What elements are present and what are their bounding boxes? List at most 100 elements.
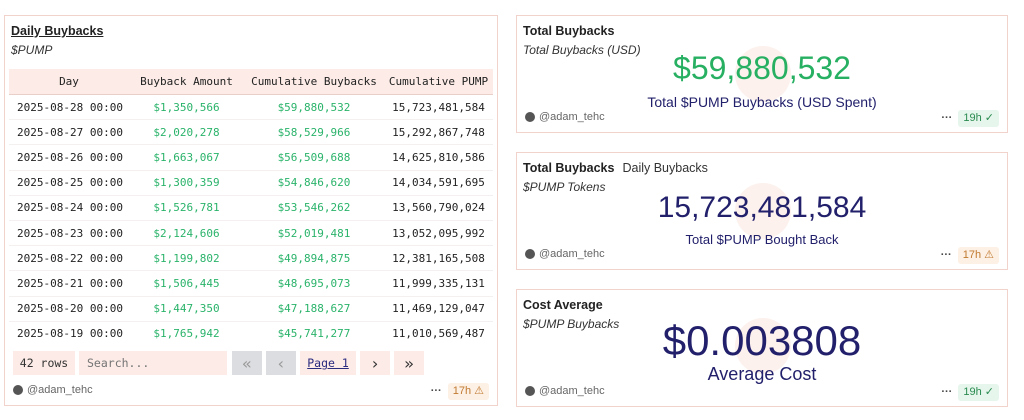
table-cell: 12,381,165,508 xyxy=(392,251,485,265)
table-cell: $53,546,262 xyxy=(277,201,351,215)
more-options-icon[interactable]: ··· xyxy=(940,248,952,261)
card-title[interactable]: Total Buybacks xyxy=(523,24,615,38)
stat-card: Total Buybacks Daily Buybacks $PUMP Token… xyxy=(516,152,1008,270)
col-day[interactable]: Day xyxy=(59,75,79,88)
prev-page-button[interactable]: ‹ xyxy=(266,351,296,375)
table-row: 2025-08-21 00:00 $1,506,445 $48,695,073 11,… xyxy=(9,271,493,297)
table-cell: 11,469,129,047 xyxy=(392,302,485,316)
author-name: @adam_tehc xyxy=(539,247,605,260)
table-cell: 2025-08-26 00:00 xyxy=(17,150,123,164)
table-row: 2025-08-28 00:00 $1,350,566 $59,880,532 15,… xyxy=(9,95,493,121)
freshness-badge: 19h ✓ xyxy=(958,383,999,401)
table-row: 2025-08-22 00:00 $1,199,802 $49,894,875 12,… xyxy=(9,246,493,272)
table-cell: 2025-08-23 00:00 xyxy=(17,226,123,240)
watermark-logo xyxy=(735,46,791,102)
card-title[interactable]: Total Buybacks xyxy=(523,161,615,175)
stat-value: 15,723,481,584 xyxy=(657,191,867,224)
table-row: 2025-08-27 00:00 $2,020,278 $58,529,966 15,… xyxy=(9,120,493,146)
table-cell: 2025-08-22 00:00 xyxy=(17,251,123,265)
table-cell: 11,999,335,131 xyxy=(392,276,485,290)
table-body[interactable]: 2025-08-28 00:00 $1,350,566 $59,880,532 15,… xyxy=(9,95,493,343)
freshness-badge: 17h ⚠ xyxy=(957,246,999,264)
stat-label: Total $PUMP Buybacks (USD Spent) xyxy=(647,94,877,110)
table-row: 2025-08-19 00:00 $1,765,942 $45,741,277 11,… xyxy=(9,322,493,343)
table-cell: $52,019,481 xyxy=(277,226,351,240)
table-header: Day Buyback Amount Cumulative Buybacks C… xyxy=(9,69,493,95)
table-cell: 15,292,867,748 xyxy=(392,125,485,139)
table-cell: 2025-08-28 00:00 xyxy=(17,100,123,114)
table-cell: $49,894,875 xyxy=(277,251,351,265)
table-cell: 11,010,569,487 xyxy=(392,327,485,341)
watermark-logo xyxy=(735,183,791,239)
more-options-icon[interactable]: ··· xyxy=(941,385,953,398)
more-options-icon[interactable]: ··· xyxy=(941,111,953,124)
card-subtitle: $PUMP xyxy=(11,43,53,57)
table-cell: 15,723,481,584 xyxy=(392,100,485,114)
col-cumulative-buybacks[interactable]: Cumulative Buybacks xyxy=(251,75,377,88)
first-page-button[interactable]: « xyxy=(232,351,262,375)
table-cell: $45,741,277 xyxy=(277,327,351,341)
table-cell: 14,034,591,695 xyxy=(392,176,485,190)
author-name: @adam_tehc xyxy=(27,383,93,396)
avatar xyxy=(13,385,23,396)
table-cell: $1,300,359 xyxy=(153,176,220,190)
card-title[interactable]: Daily Buybacks xyxy=(11,24,104,38)
table-cell: $2,020,278 xyxy=(153,125,220,139)
table-cell: $1,350,566 xyxy=(153,100,220,114)
col-cumulative-pump[interactable]: Cumulative PUMP xyxy=(388,75,489,88)
table-row: 2025-08-20 00:00 $1,447,350 $47,188,627 11,… xyxy=(9,297,493,322)
avatar xyxy=(525,112,535,123)
author[interactable]: @adam_tehc xyxy=(525,111,605,124)
card-subtitle: $PUMP Buybacks xyxy=(523,317,620,331)
stat-value: $0.003808 xyxy=(662,317,862,364)
table-cell: 2025-08-27 00:00 xyxy=(17,125,123,139)
table-cell: 2025-08-21 00:00 xyxy=(17,276,123,290)
table-cell: $1,506,445 xyxy=(153,276,220,290)
freshness-badge: 17h ⚠ xyxy=(447,382,489,400)
search-input[interactable] xyxy=(79,351,227,375)
table-cell: 2025-08-19 00:00 xyxy=(17,327,123,341)
card-subtitle: Total Buybacks (USD) xyxy=(523,43,641,57)
table-cell: $48,695,073 xyxy=(277,276,351,290)
stat-label: Total $PUMP Bought Back xyxy=(685,232,839,247)
table-cell: 2025-08-20 00:00 xyxy=(17,302,123,316)
card-subtitle: $PUMP Tokens xyxy=(523,180,606,194)
author[interactable]: @adam_tehc xyxy=(13,384,93,397)
col-buyback-amount[interactable]: Buyback Amount xyxy=(140,75,233,88)
stat-card: Cost Average $PUMP Buybacks $0.003808 Av… xyxy=(516,289,1008,407)
table-cell: 14,625,810,586 xyxy=(392,150,485,164)
table-cell: $1,199,802 xyxy=(153,251,220,265)
table-cell: $47,188,627 xyxy=(277,302,351,316)
tab-secondary[interactable]: Daily Buybacks xyxy=(622,161,708,175)
table-row: 2025-08-25 00:00 $1,300,359 $54,846,620 14,… xyxy=(9,171,493,196)
table-row: 2025-08-26 00:00 $1,663,067 $56,509,688 14,… xyxy=(9,145,493,171)
stat-card: Total Buybacks Total Buybacks (USD) $59,… xyxy=(516,15,1008,133)
table-cell: $58,529,966 xyxy=(277,125,351,139)
table-cell: $56,509,688 xyxy=(277,150,351,164)
table-row: 2025-08-23 00:00 $2,124,606 $52,019,481 13,… xyxy=(9,221,493,247)
watermark-logo xyxy=(735,318,791,374)
avatar xyxy=(525,249,535,260)
table-cell: $1,663,067 xyxy=(153,150,220,164)
card-title[interactable]: Cost Average xyxy=(523,298,603,312)
table-row: 2025-08-24 00:00 $1,526,781 $53,546,262 13,… xyxy=(9,196,493,221)
table-cell: 2025-08-25 00:00 xyxy=(17,176,123,190)
table-cell: 2025-08-24 00:00 xyxy=(17,201,123,215)
page-indicator[interactable]: Page 1 xyxy=(300,351,356,375)
table-cell: $1,447,350 xyxy=(153,302,220,316)
freshness-badge: 19h ✓ xyxy=(958,109,999,127)
stat-value: $59,880,532 xyxy=(673,50,851,86)
table-cell: $2,124,606 xyxy=(153,226,220,240)
table-cell: 13,560,790,024 xyxy=(392,201,485,215)
table-cell: $54,846,620 xyxy=(277,176,351,190)
author[interactable]: @adam_tehc xyxy=(525,385,605,398)
author[interactable]: @adam_tehc xyxy=(525,248,605,261)
next-page-button[interactable]: › xyxy=(360,351,390,375)
stat-label: Average Cost xyxy=(707,364,817,384)
last-page-button[interactable]: » xyxy=(394,351,424,375)
author-name: @adam_tehc xyxy=(539,384,605,397)
avatar xyxy=(525,386,535,397)
table-cell: $59,880,532 xyxy=(277,100,351,114)
more-options-icon[interactable]: ··· xyxy=(430,384,442,397)
row-count: 42 rows xyxy=(13,351,75,375)
